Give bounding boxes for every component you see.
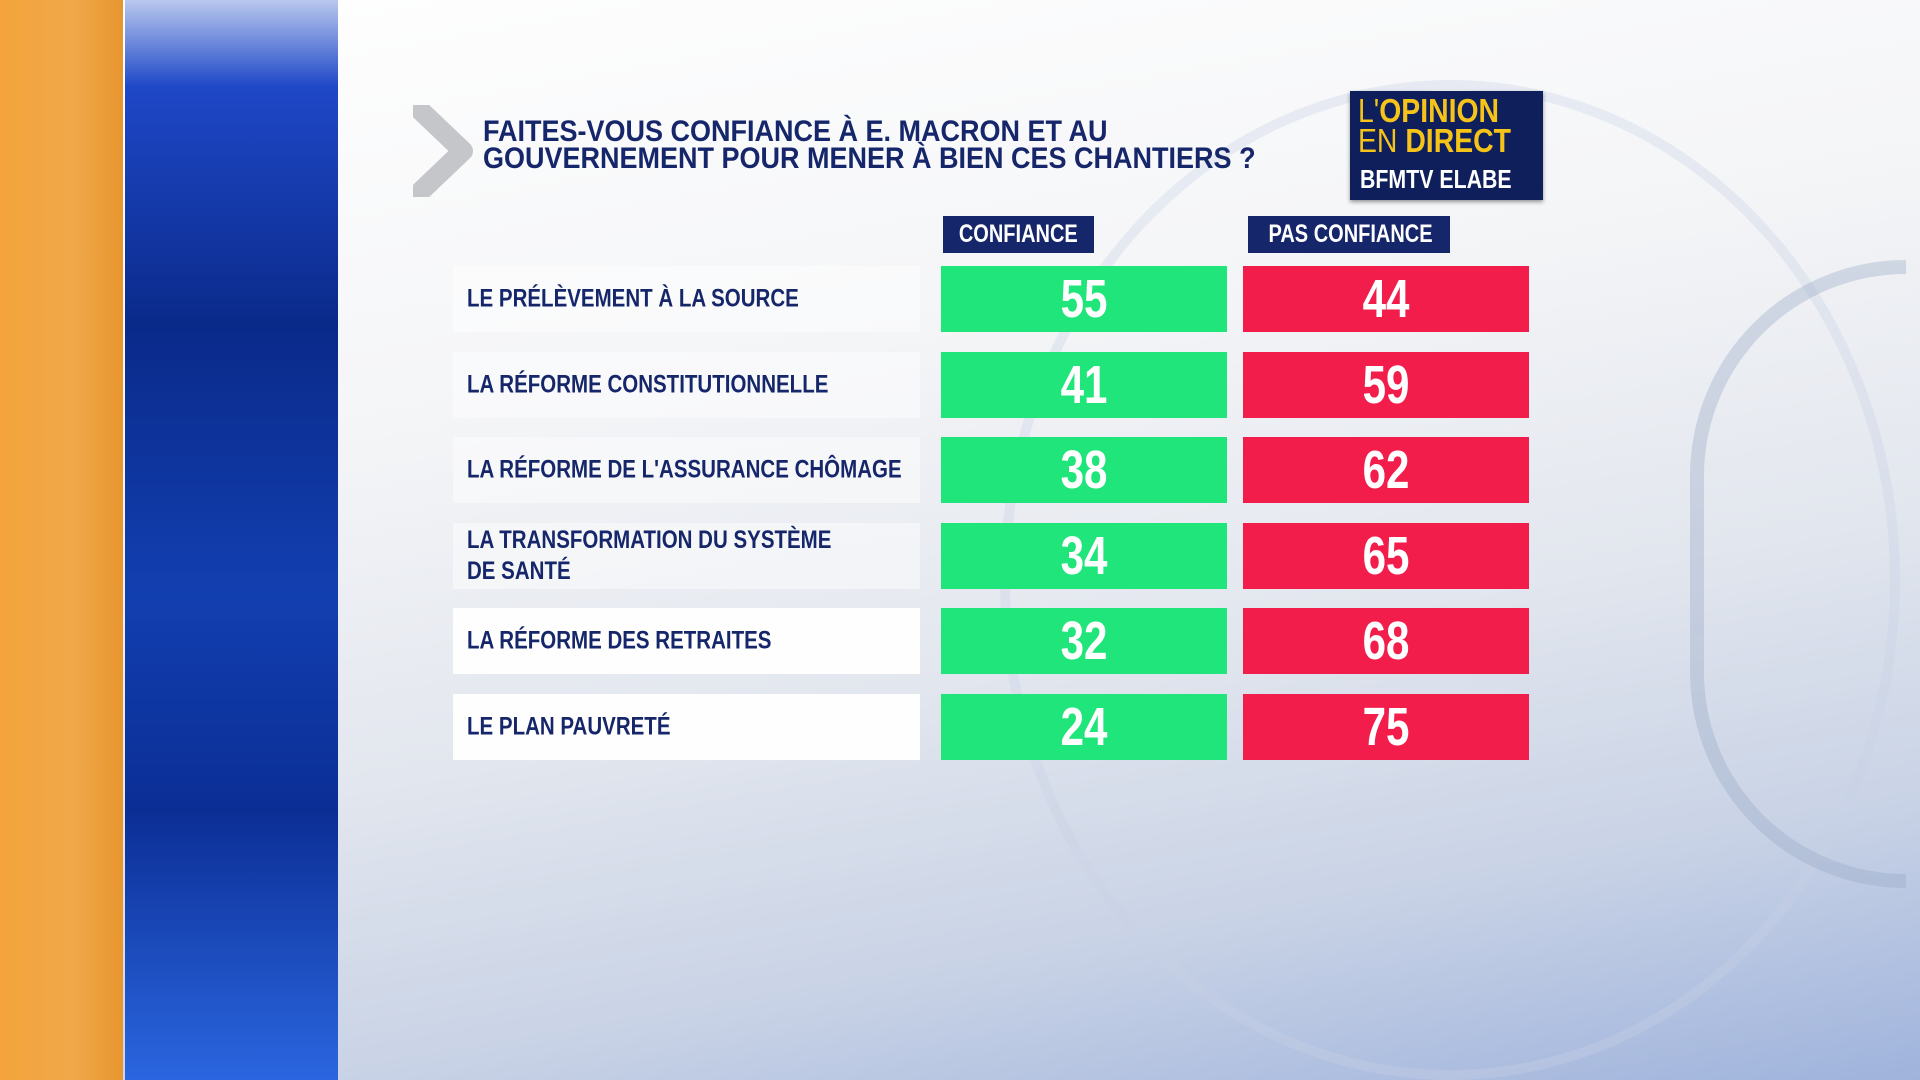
pas-confiance-value-cell: 68 (1243, 608, 1529, 674)
confiance-value-cell: 38 (941, 437, 1227, 503)
confiance-value-cell: 24 (941, 694, 1227, 760)
pas-confiance-value: 44 (1362, 269, 1410, 329)
logo-text: BFMTV ELABE (1360, 164, 1512, 194)
confiance-value: 55 (1060, 269, 1108, 329)
opinion-en-direct-logo: L'OPINION EN DIRECT BFMTV ELABE (1350, 91, 1543, 200)
confiance-value-cell: 32 (941, 608, 1227, 674)
column-header-confiance: CONFIANCE (943, 216, 1094, 253)
confiance-value: 38 (1060, 440, 1108, 500)
column-header-pas-confiance: PAS CONFIANCE (1248, 216, 1450, 253)
logo-text: L' (1358, 92, 1380, 129)
pas-confiance-value-cell: 59 (1243, 352, 1529, 418)
row-label: LA TRANSFORMATION DU SYSTÈME DE SANTÉ (467, 526, 832, 585)
table-row: LA RÉFORME DE L'ASSURANCE CHÔMAGE 38 62 (0, 437, 1920, 503)
confiance-value: 41 (1060, 355, 1108, 415)
question-title: FAITES-VOUS CONFIANCE À E. MACRON ET AU … (483, 115, 1256, 175)
row-label-box: LA TRANSFORMATION DU SYSTÈME DE SANTÉ (453, 523, 920, 589)
confiance-value: 34 (1060, 526, 1108, 586)
orange-side-band (0, 0, 123, 1080)
row-label: LE PRÉLÈVEMENT À LA SOURCE (467, 284, 799, 313)
row-label: LA RÉFORME CONSTITUTIONNELLE (467, 370, 829, 399)
confiance-value: 24 (1060, 697, 1108, 757)
row-label-box: LE PRÉLÈVEMENT À LA SOURCE (453, 266, 920, 332)
row-label: LA RÉFORME DE L'ASSURANCE CHÔMAGE (467, 455, 902, 484)
pas-confiance-value: 75 (1362, 697, 1410, 757)
row-label: LE PLAN PAUVRETÉ (467, 712, 671, 741)
row-label-box: LA RÉFORME DES RETRAITES (453, 608, 920, 674)
pas-confiance-value-cell: 44 (1243, 266, 1529, 332)
title-line: GOUVERNEMENT POUR MENER À BIEN CES CHANT… (483, 142, 1256, 175)
logo-text: DIRECT (1405, 122, 1511, 159)
table-row: LA RÉFORME DES RETRAITES 32 68 (0, 608, 1920, 674)
confiance-value-cell: 41 (941, 352, 1227, 418)
pas-confiance-value-cell: 62 (1243, 437, 1529, 503)
table-row: LE PRÉLÈVEMENT À LA SOURCE 55 44 (0, 266, 1920, 332)
pas-confiance-value-cell: 65 (1243, 523, 1529, 589)
logo-text: OPINION (1379, 92, 1500, 129)
table-row: LA TRANSFORMATION DU SYSTÈME DE SANTÉ 34 6… (0, 523, 1920, 589)
row-label-box: LE PLAN PAUVRETÉ (453, 694, 920, 760)
table-row: LE PLAN PAUVRETÉ 24 75 (0, 694, 1920, 760)
pas-confiance-value: 59 (1362, 355, 1410, 415)
confiance-value-cell: 34 (941, 523, 1227, 589)
chevron-right-icon (413, 105, 473, 197)
row-label-box: LA RÉFORME CONSTITUTIONNELLE (453, 352, 920, 418)
confiance-value-cell: 55 (941, 266, 1227, 332)
confiance-value: 32 (1060, 611, 1108, 671)
pas-confiance-value-cell: 75 (1243, 694, 1529, 760)
title-line: FAITES-VOUS CONFIANCE À E. MACRON ET AU (483, 115, 1108, 148)
blue-side-band (125, 0, 338, 1080)
row-label: LA RÉFORME DES RETRAITES (467, 626, 772, 655)
table-row: LA RÉFORME CONSTITUTIONNELLE 41 59 (0, 352, 1920, 418)
pas-confiance-value: 62 (1362, 440, 1410, 500)
logo-text: EN (1358, 122, 1406, 159)
pas-confiance-value: 65 (1362, 526, 1410, 586)
pas-confiance-value: 68 (1362, 611, 1410, 671)
row-label-box: LA RÉFORME DE L'ASSURANCE CHÔMAGE (453, 437, 920, 503)
